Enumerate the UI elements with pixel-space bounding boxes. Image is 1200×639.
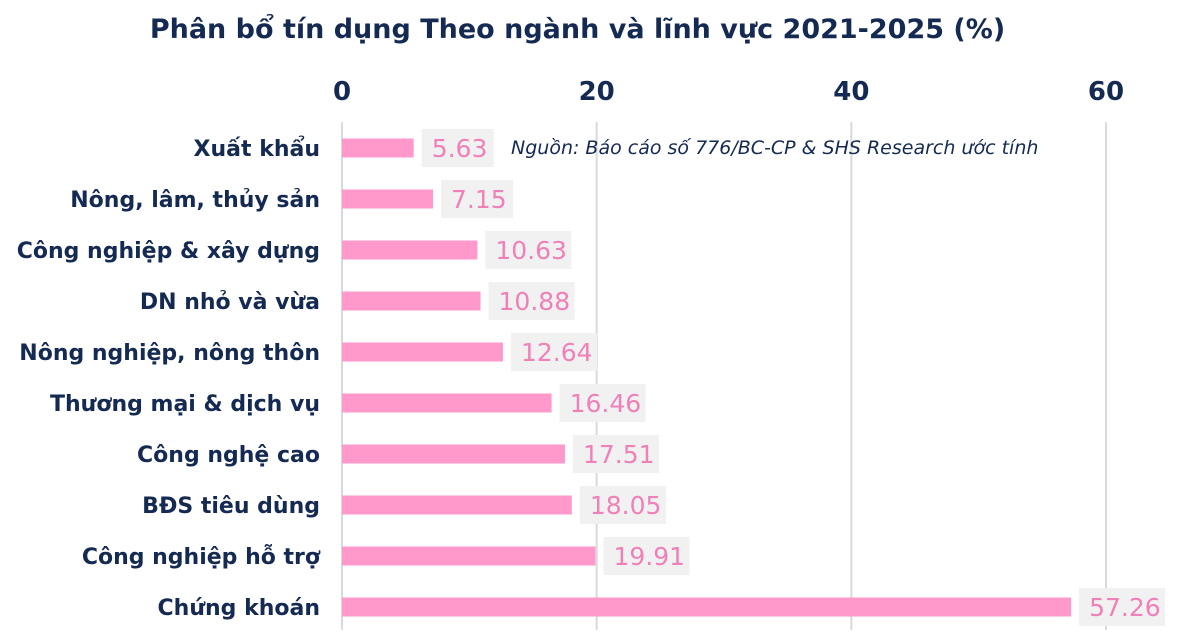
data-label-background xyxy=(579,486,666,524)
data-label-background xyxy=(421,129,494,167)
data-label-background xyxy=(559,384,646,422)
data-label-background xyxy=(603,537,690,575)
data-label-background xyxy=(485,231,572,269)
bar xyxy=(342,291,481,311)
category-label: BĐS tiêu dùng xyxy=(142,494,320,519)
category-label: Nông nghiệp, nông thôn xyxy=(19,341,320,366)
category-label: Công nghệ cao xyxy=(137,443,320,468)
bar xyxy=(342,444,565,464)
data-label: 12.64 xyxy=(521,338,593,367)
data-label: 57.26 xyxy=(1089,593,1161,622)
data-label: 10.88 xyxy=(499,287,571,316)
bar xyxy=(342,546,596,566)
category-label: Chứng khoán xyxy=(158,596,320,621)
bar xyxy=(342,189,434,209)
data-label: 5.63 xyxy=(432,134,488,163)
data-label: 16.46 xyxy=(570,389,642,418)
data-label: 10.63 xyxy=(495,236,567,265)
x-axis-ticks: 0 20 40 60 xyxy=(333,77,1124,107)
data-label-background xyxy=(441,180,514,218)
x-tick-label: 60 xyxy=(1088,77,1124,107)
chart-title: Phân bổ tín dụng Theo ngành và lĩnh vực … xyxy=(149,14,1006,45)
category-labels: Xuất khẩu Nông, lâm, thủy sản Công nghiệp … xyxy=(17,136,321,621)
source-annotation: Nguồn: Báo cáo số 776/BC-CP & SHS Resear… xyxy=(511,137,1038,159)
bar xyxy=(342,495,572,515)
data-label: 17.51 xyxy=(583,440,655,469)
category-label: Nông, lâm, thủy sản xyxy=(70,188,320,213)
category-label: Công nghiệp & xây dựng xyxy=(17,239,320,264)
bar xyxy=(342,393,552,413)
data-label-background xyxy=(488,282,575,320)
x-tick-label: 40 xyxy=(833,77,869,107)
bar xyxy=(342,240,478,260)
data-label: 18.05 xyxy=(590,491,662,520)
data-label-background xyxy=(510,333,597,371)
bar xyxy=(342,342,503,362)
x-tick-label: 20 xyxy=(579,77,615,107)
bar xyxy=(342,138,414,158)
category-label: DN nhỏ và vừa xyxy=(140,290,320,315)
bar xyxy=(342,597,1072,617)
category-label: Thương mại & dịch vụ xyxy=(50,392,320,417)
data-labels: 5.63 7.15 10.63 10.88 12.64 16.46 17.51 18.05 19… xyxy=(421,129,1166,626)
bars xyxy=(342,138,1072,617)
data-label: 7.15 xyxy=(451,185,507,214)
data-label-background xyxy=(572,435,659,473)
data-label: 19.91 xyxy=(614,542,686,571)
category-label: Xuất khẩu xyxy=(194,136,320,162)
data-label-background xyxy=(1079,588,1166,626)
category-label: Công nghiệp hỗ trợ xyxy=(82,545,321,570)
x-tick-label: 0 xyxy=(333,77,351,107)
